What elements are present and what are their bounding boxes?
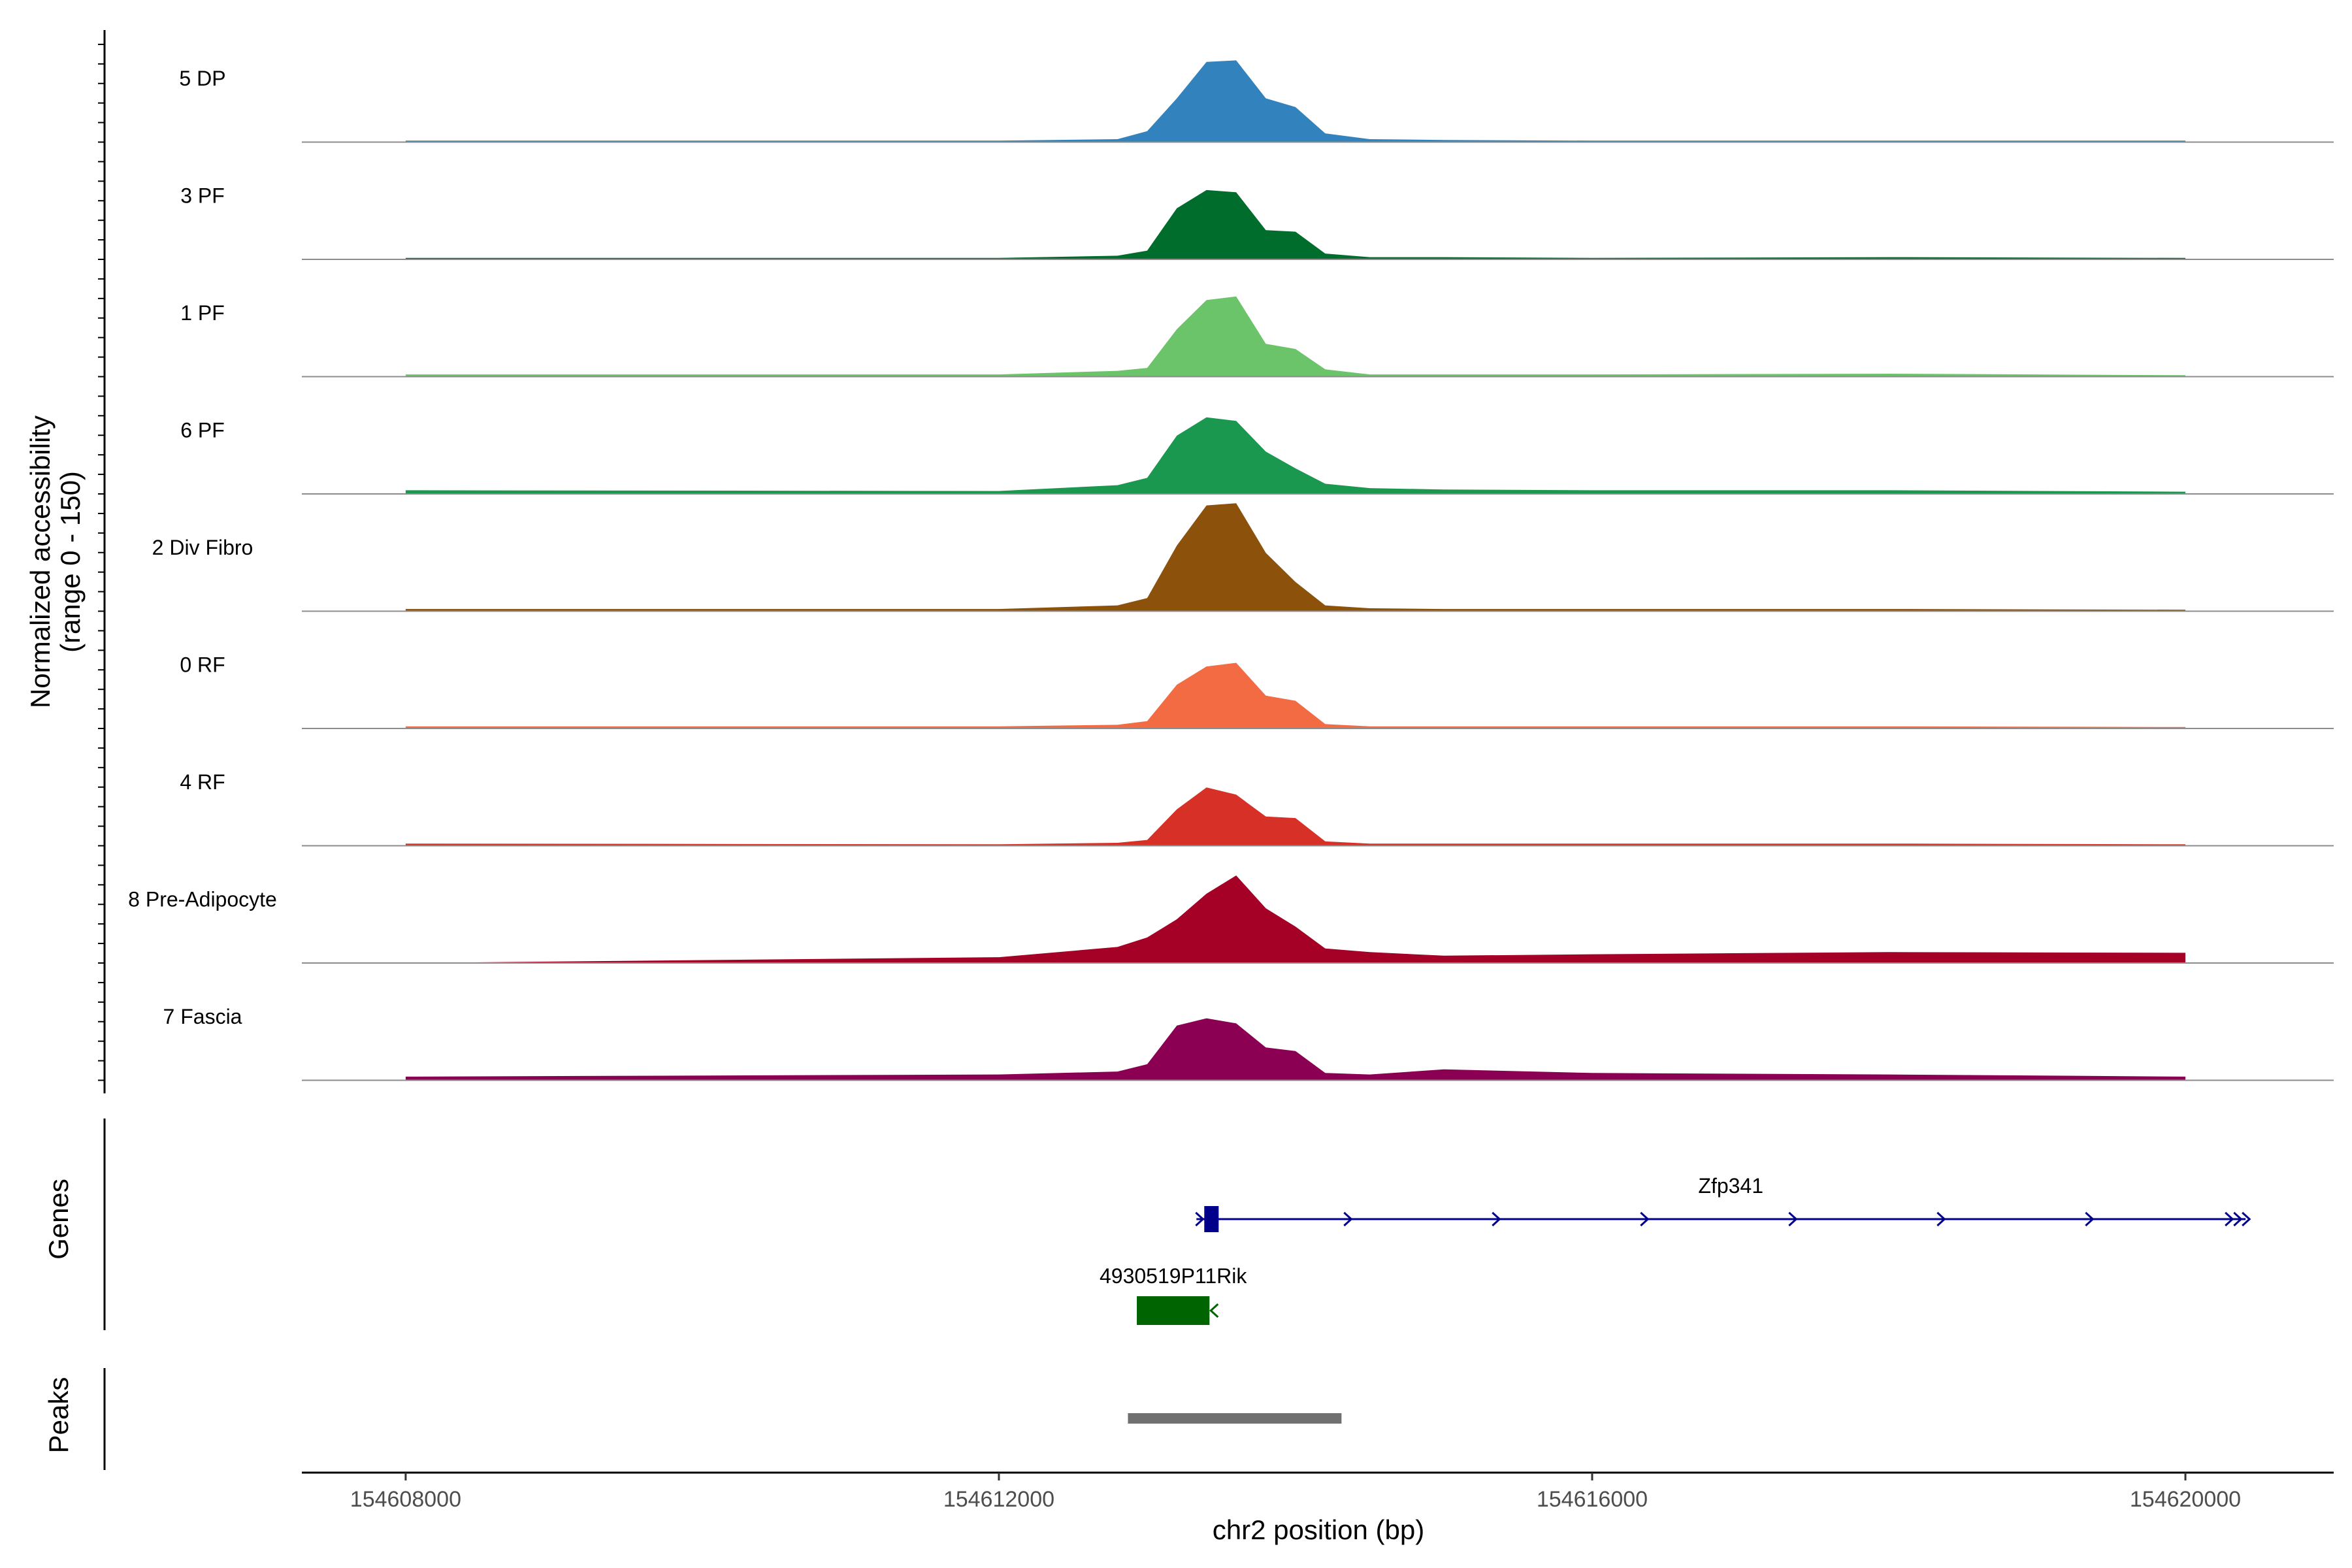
x-tick-label: 154616000 [1537,1487,1648,1512]
x-tick-label: 154612000 [943,1487,1054,1512]
coverage-area [405,503,2186,612]
gene-4930519p11rik: 4930519P11Rik [1100,1264,1247,1325]
strand-arrow [1343,1211,1353,1227]
x-axis-title: chr2 position (bp) [1213,1514,1425,1545]
coverage-tracks: 5 DP 3 PF 1 PF 6 PF 2 Div Fibro 0 RF 4 RF 8 Pre… [128,60,2334,1081]
strand-arrow [1492,1211,1501,1227]
track-label: 0 RF [180,653,225,676]
strand-arrow [1209,1303,1219,1318]
track-label: 5 DP [179,67,225,90]
strand-arrow [2085,1211,2095,1227]
gene-zfp341: Zfp341 [1195,1174,2251,1232]
track-2: 3 PF [180,184,2334,260]
gene-exon [1204,1206,1219,1232]
track-label: 1 PF [180,301,225,325]
track-label: 4 RF [180,770,225,794]
strand-arrow [2225,1211,2234,1227]
y-axis-title: Normalized accessibility [25,416,56,708]
track-7: 4 RF [180,770,2334,847]
track-label: 6 PF [180,418,225,442]
strand-arrow [1640,1211,1650,1227]
track-1: 5 DP [179,60,2334,143]
track-4: 6 PF [180,417,2334,495]
track-label: 8 Pre-Adipocyte [128,887,277,911]
peaks-panel [103,1368,1342,1470]
x-tick-label: 154620000 [2130,1487,2241,1512]
y-axis-title-range: (range 0 - 150) [55,471,86,653]
genes-panel-title: Genes [43,1179,74,1260]
track-3: 1 PF [180,296,2334,378]
coverage-area [405,875,2186,963]
peaks-panel-title: Peaks [43,1377,74,1454]
coverage-area [405,787,2186,846]
y-axis [98,30,106,1094]
x-axis: 154608000 154612000 154616000 154620000 [302,1471,2334,1512]
gene-exon [1137,1296,1210,1325]
gene-label: Zfp341 [1698,1174,1763,1198]
track-label: 7 Fascia [163,1005,242,1028]
track-9: 7 Fascia [163,1005,2334,1081]
x-tick-label: 154608000 [350,1487,461,1512]
coverage-area [405,417,2186,494]
coverage-area [405,189,2186,259]
coverage-area [405,60,2186,142]
track-5: 2 Div Fibro [152,503,2334,612]
coverage-area [405,1018,2186,1081]
track-label: 2 Div Fibro [152,536,253,559]
strand-arrow [1936,1211,1946,1227]
strand-arrow [2233,1211,2243,1227]
track-8: 8 Pre-Adipocyte [128,875,2334,964]
coverage-area [405,296,2186,377]
peak-region [1128,1413,1342,1424]
strand-arrow [2242,1211,2251,1227]
strand-arrow [1788,1211,1798,1227]
track-label: 3 PF [180,184,225,207]
strand-arrow [1195,1211,1205,1227]
genes-panel: Zfp341 4930519P11Rik [103,1119,2251,1330]
track-6: 0 RF [180,653,2334,729]
coverage-area [405,662,2186,728]
gene-label: 4930519P11Rik [1100,1264,1247,1288]
